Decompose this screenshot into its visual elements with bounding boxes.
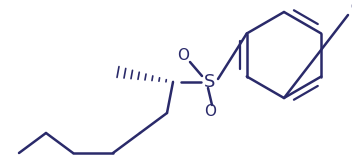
Text: S: S (204, 73, 216, 91)
Text: O: O (204, 105, 216, 120)
Text: O: O (177, 47, 189, 62)
Text: CH₃: CH₃ (350, 2, 352, 12)
